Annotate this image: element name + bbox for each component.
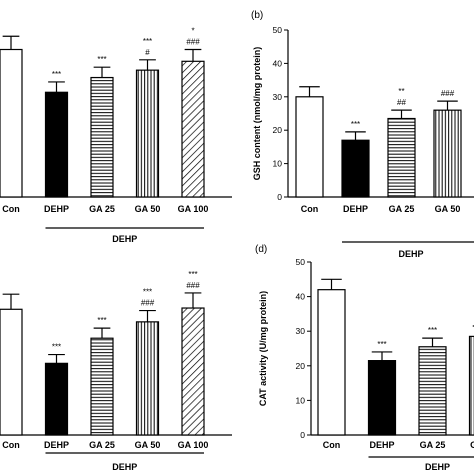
bar <box>341 139 370 198</box>
y-tick-label: 20 <box>273 125 283 135</box>
significance-label: *** <box>143 37 152 46</box>
bar <box>90 76 114 198</box>
y-tick-label: 10 <box>296 395 306 405</box>
group-label: DEHP <box>112 234 137 244</box>
chart-panel-1: Con *** DEHP *** GA 25 # *** GA 50 ### * GA 100 DEH… <box>0 27 232 244</box>
y-axis-label: GSH content (nmol/mg protein) <box>252 47 262 181</box>
x-tick-label: DEHP <box>343 204 368 214</box>
bar <box>135 69 160 198</box>
y-tick-label: 40 <box>296 292 306 302</box>
bar <box>418 346 447 436</box>
significance-label: *** <box>428 326 437 335</box>
chart-panel-4: (d) 0 10 20 30 40 50 CAT activity (U/mg protein… <box>255 244 474 472</box>
chart-panel-3: Con *** DEHP *** GA 25 ### *** GA 50 ### *** GA 10… <box>0 270 232 472</box>
bar <box>387 117 416 198</box>
panel-label: (d) <box>255 244 267 255</box>
y-tick-label: 20 <box>296 361 306 371</box>
x-tick-label: Con <box>301 204 319 214</box>
x-tick-label: GA 50 <box>135 204 161 214</box>
y-tick-label: 40 <box>273 58 283 68</box>
bar <box>367 360 397 436</box>
bar <box>44 362 69 436</box>
panel-label: (b) <box>251 10 263 21</box>
x-tick-label: GA 50 <box>435 204 461 214</box>
bar <box>0 308 23 436</box>
bar <box>44 91 69 198</box>
bar <box>90 337 114 436</box>
significance-label: *** <box>52 343 61 352</box>
significance-label: ### <box>141 299 155 308</box>
y-tick-label: 30 <box>273 92 283 102</box>
significance-label: * <box>191 27 194 36</box>
bar <box>433 109 462 198</box>
x-tick-label: GA 25 <box>89 440 115 450</box>
significance-label: ### <box>186 281 200 290</box>
x-tick-label: GA 25 <box>389 204 415 214</box>
x-tick-label: GA 25 <box>420 440 446 450</box>
significance-label: *** <box>97 316 106 325</box>
y-tick-label: 50 <box>296 257 306 267</box>
y-tick-label: 10 <box>273 159 283 169</box>
significance-label: ## <box>397 98 406 107</box>
significance-label: # <box>145 48 150 57</box>
bar <box>317 289 346 436</box>
y-tick-label: 0 <box>300 430 305 440</box>
x-tick-label: DEHP <box>44 204 69 214</box>
significance-label: *** <box>188 270 197 279</box>
bar <box>181 60 205 198</box>
x-tick-label: Con <box>2 204 20 214</box>
y-tick-label: 0 <box>277 192 282 202</box>
x-tick-label: GA 50 <box>470 440 474 450</box>
group-label: DEHP <box>425 462 450 472</box>
x-tick-label: GA 25 <box>89 204 115 214</box>
significance-label: *** <box>377 340 386 349</box>
x-tick-label: GA 50 <box>135 440 161 450</box>
bar <box>0 48 23 198</box>
y-axis-label: CAT activity (U/mg protein) <box>258 291 268 406</box>
group-label: DEHP <box>112 462 137 472</box>
y-tick-label: 30 <box>296 326 306 336</box>
x-tick-label: DEHP <box>44 440 69 450</box>
x-tick-label: GA 100 <box>178 204 209 214</box>
significance-label: *** <box>351 120 360 129</box>
significance-label: ### <box>186 38 200 47</box>
significance-label: ### <box>441 89 455 98</box>
bar <box>181 307 205 436</box>
significance-label: *** <box>143 288 152 297</box>
bar <box>468 335 474 436</box>
group-label: DEHP <box>398 249 423 259</box>
bar <box>135 321 160 436</box>
x-tick-label: Con <box>323 440 341 450</box>
chart-panel-2: (b) 0 10 20 30 40 50 GSH content (nmol/mg prote… <box>251 10 474 259</box>
significance-label: *** <box>52 70 61 79</box>
significance-label: ** <box>398 87 404 96</box>
y-tick-label: 50 <box>273 25 283 35</box>
x-tick-label: DEHP <box>369 440 394 450</box>
x-tick-label: Con <box>2 440 20 450</box>
bar <box>295 96 324 198</box>
x-tick-label: GA 100 <box>178 440 209 450</box>
significance-label: *** <box>97 55 106 64</box>
